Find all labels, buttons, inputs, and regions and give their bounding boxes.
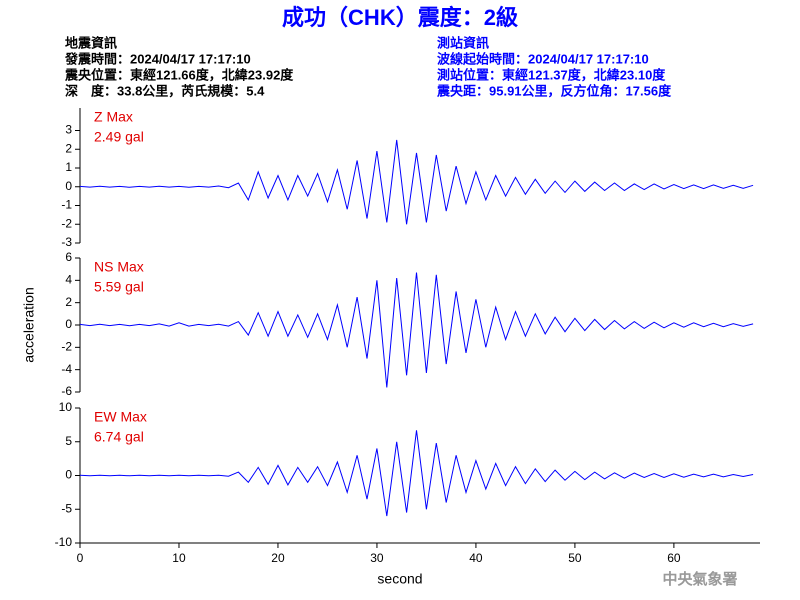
y-tick-label: 3 [65, 123, 72, 137]
x-axis-label: second [377, 571, 422, 587]
y-axis-label: acceleration [21, 287, 37, 363]
x-tick-label: 60 [667, 551, 681, 565]
y-tick-label: -1 [61, 198, 72, 212]
chart-title: 成功（CHK）震度：2級 [282, 5, 518, 30]
y-tick-label: 10 [59, 400, 73, 414]
info-line: 發震時間：2024/04/17 17:17:10 [64, 51, 251, 66]
panel-max: 6.74 gal [94, 429, 144, 445]
y-tick-label: 2 [65, 295, 72, 309]
y-tick-label: -6 [61, 384, 72, 398]
x-tick-label: 0 [77, 551, 84, 565]
y-tick-label: -5 [61, 501, 72, 515]
y-tick-label: 4 [65, 273, 72, 287]
x-tick-label: 10 [172, 551, 186, 565]
panel-max: 5.59 gal [94, 279, 144, 295]
info-line: 震央位置：東經121.66度，北緯23.92度 [64, 67, 294, 82]
y-tick-label: 0 [65, 179, 72, 193]
y-tick-label: -3 [61, 235, 72, 249]
waveform [79, 139, 754, 225]
y-tick-label: 2 [65, 141, 72, 155]
y-tick-label: -2 [61, 340, 72, 354]
info-line: 測站位置：東經121.37度，北緯23.10度 [437, 67, 666, 82]
waveform [79, 272, 754, 388]
panel-max: 2.49 gal [94, 129, 144, 145]
y-tick-label: 5 [65, 434, 72, 448]
panel-label: NS Max [94, 259, 144, 275]
panel-label: Z Max [94, 109, 133, 125]
info-line: 地震資訊 [65, 35, 117, 50]
x-tick-label: 30 [370, 551, 384, 565]
info-line: 波線起始時間：2024/04/17 17:17:10 [437, 51, 649, 66]
y-tick-label: 6 [65, 250, 72, 264]
info-line: 測站資訊 [437, 35, 489, 50]
y-tick-label: 0 [65, 468, 72, 482]
x-tick-label: 50 [568, 551, 582, 565]
y-tick-label: -10 [55, 535, 73, 549]
x-tick-label: 20 [271, 551, 285, 565]
y-tick-label: -2 [61, 216, 72, 230]
x-tick-label: 40 [469, 551, 483, 565]
info-line: 深 度：33.8公里，芮氏規模：5.4 [65, 83, 265, 98]
y-tick-label: 1 [65, 160, 72, 174]
waveform [79, 430, 754, 517]
y-tick-label: -4 [61, 362, 72, 376]
info-line: 震央距：95.91公里，反方位角：17.56度 [436, 83, 672, 98]
panel-label: EW Max [94, 409, 147, 425]
y-tick-label: 0 [65, 317, 72, 331]
footer: 中央氣象署 [662, 570, 737, 588]
